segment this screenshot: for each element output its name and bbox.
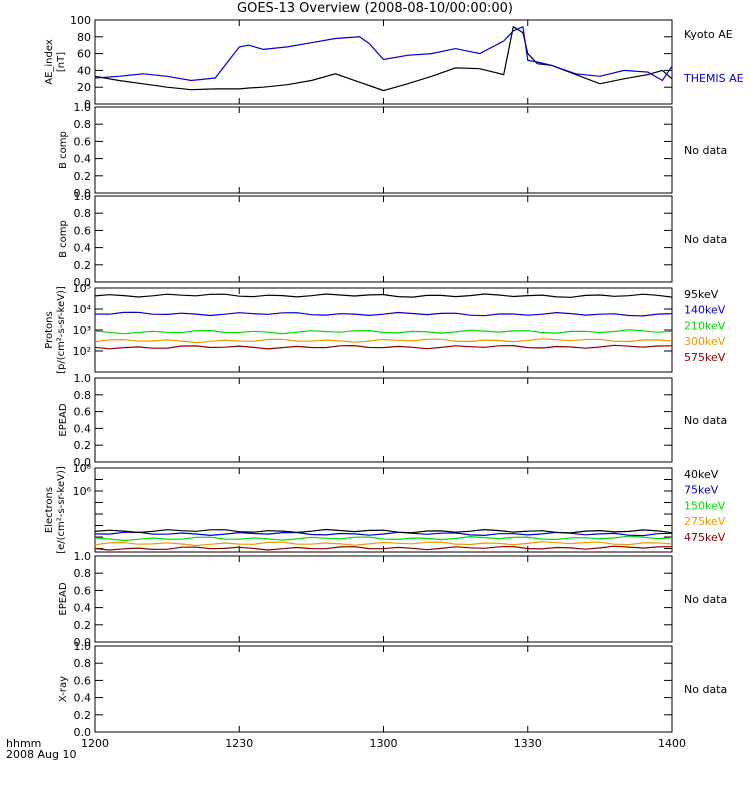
y-tick-label: 10⁵ bbox=[73, 282, 91, 295]
y-tick-label: 0.8 bbox=[74, 118, 92, 131]
y-tick-label: 0.4 bbox=[74, 242, 92, 255]
legend-label: THEMIS AE bbox=[683, 72, 744, 85]
y-tick-label: 10³ bbox=[73, 324, 91, 337]
y-tick-label: 0.8 bbox=[74, 207, 92, 220]
time-format-label: hhmm bbox=[6, 737, 42, 750]
y-tick-label: 10⁴ bbox=[73, 303, 92, 316]
y-tick-label: 0.0 bbox=[74, 456, 92, 469]
legend-label: 75keV bbox=[684, 484, 719, 497]
series-line bbox=[94, 541, 673, 547]
y-tick-label: 0.6 bbox=[74, 406, 92, 419]
y-tick-label: 40 bbox=[77, 64, 91, 77]
x-tick-label: 1330 bbox=[514, 737, 542, 750]
y-tick-label: 0.8 bbox=[74, 567, 92, 580]
series-line bbox=[94, 293, 673, 298]
series-line bbox=[94, 531, 673, 537]
y-tick-label: 0.2 bbox=[74, 439, 92, 452]
y-tick-label: 0.0 bbox=[74, 276, 92, 289]
legend-label: 275keV bbox=[684, 515, 726, 528]
series-line bbox=[94, 329, 673, 335]
legend-label: 95keV bbox=[684, 288, 719, 301]
x-tick-label: 1400 bbox=[658, 737, 686, 750]
x-tick-label: 1200 bbox=[81, 737, 109, 750]
series-line bbox=[94, 25, 673, 92]
legend-label: 575keV bbox=[684, 351, 726, 364]
y-tick-label: 20 bbox=[77, 81, 91, 94]
no-data-label: No data bbox=[684, 683, 727, 696]
y-tick-label: 100 bbox=[70, 14, 91, 27]
series-line bbox=[94, 25, 673, 82]
y-tick-label: 0.2 bbox=[74, 619, 92, 632]
y-axis-label: B comp bbox=[58, 131, 69, 169]
panel-frame bbox=[94, 555, 673, 643]
legend-label: 300keV bbox=[684, 335, 726, 348]
y-tick-label: 0.6 bbox=[74, 224, 92, 237]
y-axis-label: B comp bbox=[58, 220, 69, 258]
series-line bbox=[94, 311, 673, 317]
legend-label: 140keV bbox=[684, 304, 726, 317]
y-axis-label: EPEAD bbox=[58, 582, 69, 616]
y-axis-label: [p/(cm²-s-sr-keV)] bbox=[56, 286, 67, 374]
y-tick-label: 10⁸ bbox=[73, 462, 92, 475]
y-axis-label: X-ray bbox=[58, 676, 69, 702]
legend-label: 210keV bbox=[684, 319, 726, 332]
no-data-label: No data bbox=[684, 233, 727, 246]
panel-frame bbox=[94, 195, 673, 283]
y-tick-label: 0.6 bbox=[74, 584, 92, 597]
y-tick-label: 1.0 bbox=[74, 101, 92, 114]
y-tick-label: 10² bbox=[73, 345, 91, 358]
x-tick-label: 1300 bbox=[370, 737, 398, 750]
y-tick-label: 0.4 bbox=[74, 692, 92, 705]
y-tick-label: 1.0 bbox=[74, 372, 92, 385]
no-data-label: No data bbox=[684, 414, 727, 427]
legend-label: 150keV bbox=[684, 499, 726, 512]
y-tick-label: 0.0 bbox=[74, 636, 92, 649]
chart-title: GOES-13 Overview (2008-08-10/00:00:00) bbox=[237, 1, 513, 16]
y-tick-label: 60 bbox=[77, 48, 91, 61]
y-tick-label: 0.4 bbox=[74, 153, 92, 166]
series-line bbox=[94, 545, 673, 551]
y-tick-label: 0.2 bbox=[74, 170, 92, 183]
y-tick-label: 0 bbox=[84, 98, 91, 111]
y-axis-label: Protons bbox=[44, 311, 55, 348]
legend-label: 475keV bbox=[684, 531, 726, 544]
panel-frame bbox=[94, 645, 673, 733]
y-axis-label: EPEAD bbox=[58, 403, 69, 437]
legend-label: 40keV bbox=[684, 468, 719, 481]
no-data-label: No data bbox=[684, 144, 727, 157]
y-tick-label: 1.0 bbox=[74, 550, 92, 563]
no-data-label: No data bbox=[684, 593, 727, 606]
date-label: 2008 Aug 10 bbox=[6, 748, 77, 761]
y-tick-label: 0.4 bbox=[74, 422, 92, 435]
y-tick-label: 0.2 bbox=[74, 709, 92, 722]
series-line bbox=[94, 528, 673, 534]
y-axis-label: [e/(cm²-s-sr-keV)] bbox=[56, 466, 67, 554]
y-tick-label: 10⁶ bbox=[73, 485, 92, 498]
legend-label: Kyoto AE bbox=[684, 28, 733, 41]
panel-frame bbox=[94, 19, 673, 105]
series-line bbox=[94, 535, 673, 542]
y-tick-label: 1.0 bbox=[74, 190, 92, 203]
panel-frame bbox=[94, 287, 673, 373]
y-tick-label: 1.0 bbox=[74, 640, 92, 653]
x-tick-label: 1230 bbox=[225, 737, 253, 750]
series-line bbox=[94, 338, 673, 344]
y-tick-label: 0.0 bbox=[74, 187, 92, 200]
y-tick-label: 0.4 bbox=[74, 602, 92, 615]
y-tick-label: 0.8 bbox=[74, 657, 92, 670]
y-tick-label: 80 bbox=[77, 31, 91, 44]
y-tick-label: 0.6 bbox=[74, 674, 92, 687]
panel-frame bbox=[94, 377, 673, 463]
series-line bbox=[94, 344, 673, 350]
y-tick-label: 0.6 bbox=[74, 135, 92, 148]
y-axis-label: AE_index bbox=[44, 39, 55, 85]
y-axis-label: [nT] bbox=[56, 52, 67, 72]
y-tick-label: 0.8 bbox=[74, 389, 92, 402]
y-tick-label: 0.2 bbox=[74, 259, 92, 272]
y-axis-label: Electrons bbox=[44, 487, 55, 533]
y-tick-label: 0.0 bbox=[74, 726, 92, 739]
panel-frame bbox=[94, 106, 673, 194]
